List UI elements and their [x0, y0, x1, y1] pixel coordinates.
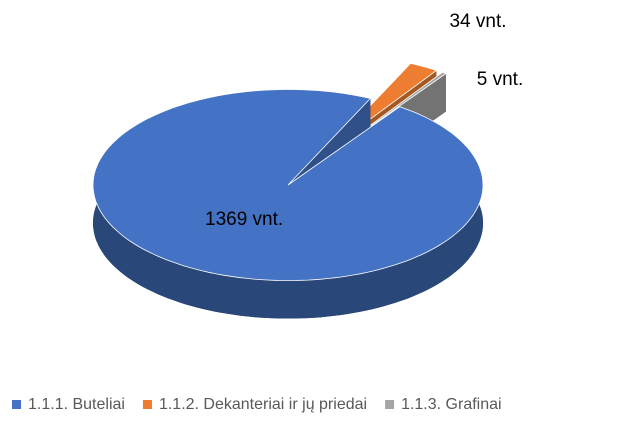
legend-label: 1.1.2. Dekanteriai ir jų priedai: [159, 396, 367, 413]
legend-swatch: [12, 400, 21, 409]
legend-swatch: [385, 400, 395, 409]
pie-slice: [92, 89, 484, 319]
data-label: 5 vnt.: [477, 69, 523, 90]
slice-top: [92, 89, 484, 281]
legend-label: 1.1.1. Buteliai: [28, 396, 125, 413]
legend-label: 1.1.3. Grafinai: [401, 396, 502, 413]
data-label: 34 vnt.: [449, 11, 506, 32]
data-label: 1369 vnt.: [205, 209, 283, 230]
legend-swatch: [142, 400, 152, 409]
